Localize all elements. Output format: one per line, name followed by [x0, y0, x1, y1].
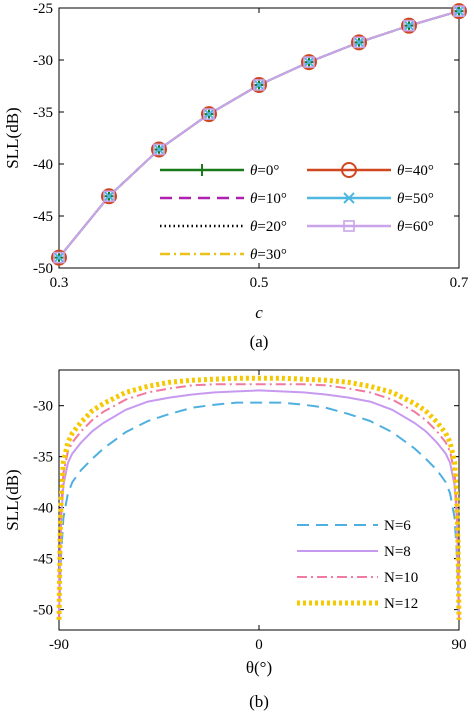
chart-b-ticks: -90 0 90 -50 -45 -40 -35 -30: [33, 370, 467, 653]
chart-a-point-5-8: [453, 5, 465, 17]
chart-a-legend-label-0: θ=0°: [250, 163, 279, 179]
chart-a-legend-label-6: θ=60°: [397, 219, 434, 235]
chart-a-point-4-6: [351, 34, 367, 51]
chart-b-ylabel: SLL(dB): [3, 469, 22, 530]
chart-a-point-5-2: [153, 143, 165, 156]
chart-b-ytick-label: -35: [33, 450, 53, 466]
chart-a-legend-marker-6: [343, 220, 355, 232]
chart-a-point-5-7: [403, 19, 415, 32]
chart-a-point-6-6: [353, 36, 365, 49]
chart-a-point-6-4: [253, 79, 265, 91]
chart-a-ytick-label: -40: [33, 157, 53, 173]
chart-a-legend-label-1: θ=10°: [250, 191, 287, 207]
chart-a-ytick-label: -45: [33, 209, 53, 225]
chart-a-legend-marker-5: [343, 192, 355, 204]
chart-b-legend: N=6 N=8 N=10 N=12: [297, 518, 418, 612]
chart-a-legend-label-2: θ=20°: [250, 219, 287, 235]
chart-a-ytick-label: -30: [33, 53, 53, 69]
chart-a-point-6-1: [103, 190, 115, 203]
chart-a-ytick-label: -50: [33, 261, 53, 277]
chart-b-legend-label-0: N=6: [384, 518, 411, 534]
chart-b-xtick-label: 90: [452, 637, 467, 653]
chart-b-ytick-label: -45: [33, 552, 53, 568]
chart-b-series-line-1: [58, 389, 460, 620]
chart-b-ytick-label: -50: [33, 603, 53, 619]
chart-b-xtick-label: 0: [255, 637, 263, 653]
chart-a: 0.3 0.5 0.7 -50 -45 -40 -35 -30 -25 θ=0° θ=10° θ=2…: [3, 1, 469, 351]
chart-a-legend-label-3: θ=30°: [250, 247, 287, 263]
chart-b-ytick-label: -40: [33, 501, 53, 517]
chart-a-xtick-label: 0.7: [450, 275, 469, 291]
chart-a-xtick-label: 0.5: [250, 275, 269, 291]
chart-a-point-6-2: [153, 143, 165, 156]
chart-a-point-6-8: [453, 5, 465, 17]
chart-b-legend-label-2: N=10: [384, 570, 418, 586]
chart-a-point-6-0: [53, 251, 65, 264]
chart-b-ytick-label: -30: [33, 399, 53, 415]
chart-b-series-line-2: [58, 383, 460, 620]
chart-b: -90 0 90 -50 -45 -40 -35 -30 N=6 N=8 N=10 N=12 SLL…: [3, 369, 467, 711]
chart-a-point-4-4: [251, 76, 267, 93]
chart-a-point-5-3: [203, 108, 215, 120]
chart-a-caption: (a): [250, 332, 269, 351]
chart-b-legend-label-3: N=12: [384, 596, 418, 612]
chart-a-point-5-6: [353, 36, 365, 49]
chart-a-point-4-7: [401, 17, 417, 34]
chart-a-point-4-0: [51, 249, 67, 266]
chart-a-legend-marker-4: [341, 162, 357, 178]
chart-b-series-line-3: [56, 375, 462, 620]
chart-a-legend-label-5: θ=50°: [397, 191, 434, 207]
chart-b-plot-area: [58, 369, 460, 631]
chart-a-ytick-label: -35: [33, 105, 53, 121]
chart-a-point-5-5: [303, 56, 315, 68]
chart-a-ytick-label: -25: [33, 1, 53, 17]
chart-a-point-4-5: [301, 54, 317, 71]
chart-a-point-4-8: [451, 3, 467, 20]
chart-a-ticks: 0.3 0.5 0.7 -50 -45 -40 -35 -30 -25: [33, 1, 469, 291]
chart-a-point-6-7: [403, 19, 415, 32]
chart-a-point-6-5: [303, 56, 315, 68]
chart-a-legend-marker-0: [196, 164, 208, 176]
chart-b-xtick-label: -90: [49, 637, 69, 653]
chart-b-series-line-0: [58, 401, 460, 620]
chart-a-point-5-0: [53, 251, 65, 264]
chart-b-caption: (b): [249, 692, 269, 711]
chart-a-plot-area: [58, 7, 460, 269]
chart-a-point-4-2: [151, 141, 167, 158]
chart-a-ylabel: SLL(dB): [3, 107, 22, 168]
chart-a-legend-label-4: θ=40°: [397, 163, 434, 179]
chart-b-legend-label-1: N=8: [384, 544, 411, 560]
chart-a-point-6-3: [203, 108, 215, 120]
chart-b-series: [56, 375, 462, 620]
chart-a-point-4-1: [101, 188, 117, 205]
chart-a-point-5-4: [253, 79, 265, 91]
chart-a-series: [51, 3, 467, 266]
chart-a-point-4-3: [201, 106, 217, 123]
chart-a-legend: θ=0° θ=10° θ=20° θ=30° θ=40° θ=50° θ=60°: [160, 162, 434, 263]
chart-a-point-5-1: [103, 190, 115, 202]
chart-b-xlabel: θ(°): [246, 658, 272, 677]
chart-a-xlabel: c: [255, 303, 263, 322]
chart-a-xtick-label: 0.3: [50, 275, 69, 291]
